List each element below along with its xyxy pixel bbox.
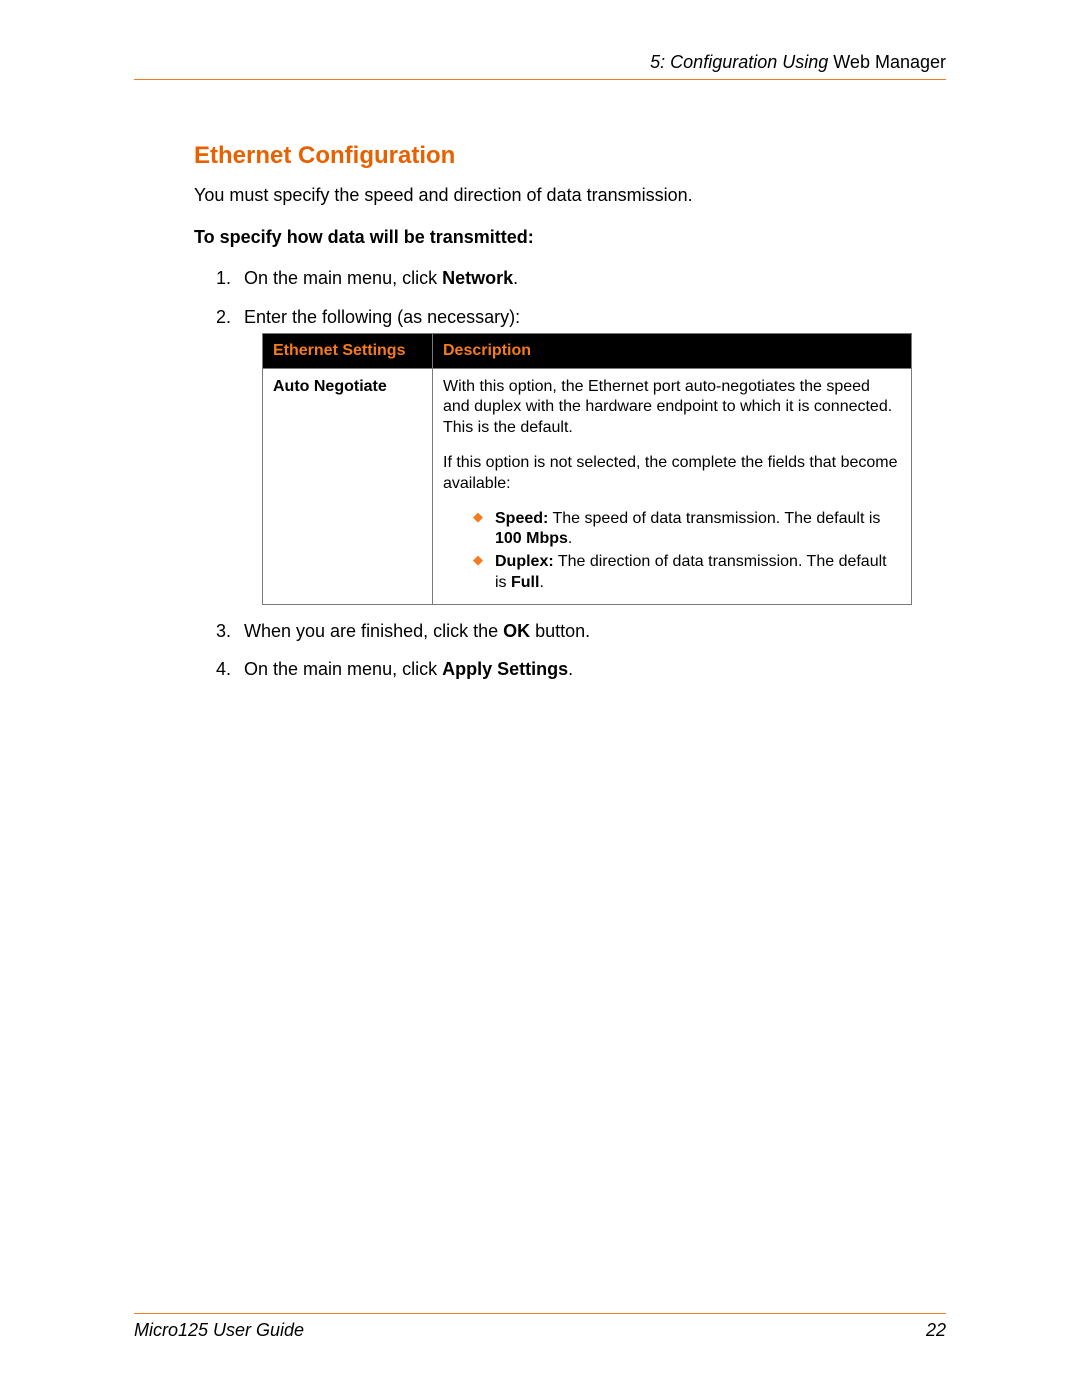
steps-list: 1. On the main menu, click Network. 2. E… [194, 266, 946, 681]
step-bold: OK [503, 621, 530, 641]
step-number: 2. [216, 305, 231, 329]
bullet-label: Duplex: [495, 553, 554, 570]
section-title: Ethernet Configuration [194, 142, 946, 170]
page-header: 5: Configuration Using Web Manager [134, 52, 946, 80]
step-post: . [513, 268, 518, 288]
header-chapter-plain: Web Manager [828, 52, 946, 72]
content-area: Ethernet Configuration You must specify … [134, 80, 946, 681]
bullet-value: Full [511, 574, 539, 591]
table-row: Auto Negotiate With this option, the Eth… [263, 368, 912, 604]
step-text: On the main menu, click [244, 659, 442, 679]
table-header-row: Ethernet Settings Description [263, 333, 912, 368]
step-1: 1. On the main menu, click Network. [216, 266, 946, 290]
step-4: 4. On the main menu, click Apply Setting… [216, 657, 946, 681]
footer-page-number: 22 [926, 1320, 946, 1341]
desc-p1: With this option, the Ethernet port auto… [443, 377, 901, 439]
footer-title: Micro125 User Guide [134, 1320, 304, 1341]
table-header-col1: Ethernet Settings [263, 333, 433, 368]
bullet-list: Speed: The speed of data transmission. T… [443, 509, 901, 594]
step-text: When you are finished, click the [244, 621, 503, 641]
subhead: To specify how data will be transmitted: [194, 227, 946, 248]
bullet-speed: Speed: The speed of data transmission. T… [473, 509, 901, 551]
step-3: 3. When you are finished, click the OK b… [216, 619, 946, 643]
page-footer: Micro125 User Guide 22 [134, 1313, 946, 1341]
bullet-label: Speed: [495, 510, 548, 527]
step-text: Enter the following (as necessary): [244, 307, 520, 327]
header-chapter-italic: 5: Configuration Using [650, 52, 828, 72]
bullet-text: The speed of data transmission. The defa… [548, 510, 880, 527]
bullet-value: 100 Mbps [495, 530, 568, 547]
bullet-post: . [568, 530, 572, 547]
desc-p2-text: If this option is not selected, the comp… [443, 454, 897, 492]
step-number: 3. [216, 619, 231, 643]
step-post: . [568, 659, 573, 679]
step-text: On the main menu, click [244, 268, 442, 288]
bullet-post: . [539, 574, 543, 591]
intro-text: You must specify the speed and direction… [194, 184, 946, 207]
step-bold: Network [442, 268, 513, 288]
step-number: 4. [216, 657, 231, 681]
table-header-col2: Description [433, 333, 912, 368]
bullet-text: The direction of data transmission. The … [495, 553, 887, 591]
desc-p2: If this option is not selected, the comp… [443, 453, 901, 495]
step-bold: Apply Settings [442, 659, 568, 679]
step-post: button. [530, 621, 590, 641]
step-2: 2. Enter the following (as necessary): E… [216, 305, 946, 605]
bullet-duplex: Duplex: The direction of data transmissi… [473, 552, 901, 594]
settings-table: Ethernet Settings Description Auto Negot… [262, 333, 912, 605]
setting-description: With this option, the Ethernet port auto… [433, 368, 912, 604]
setting-name: Auto Negotiate [263, 368, 433, 604]
step-number: 1. [216, 266, 231, 290]
